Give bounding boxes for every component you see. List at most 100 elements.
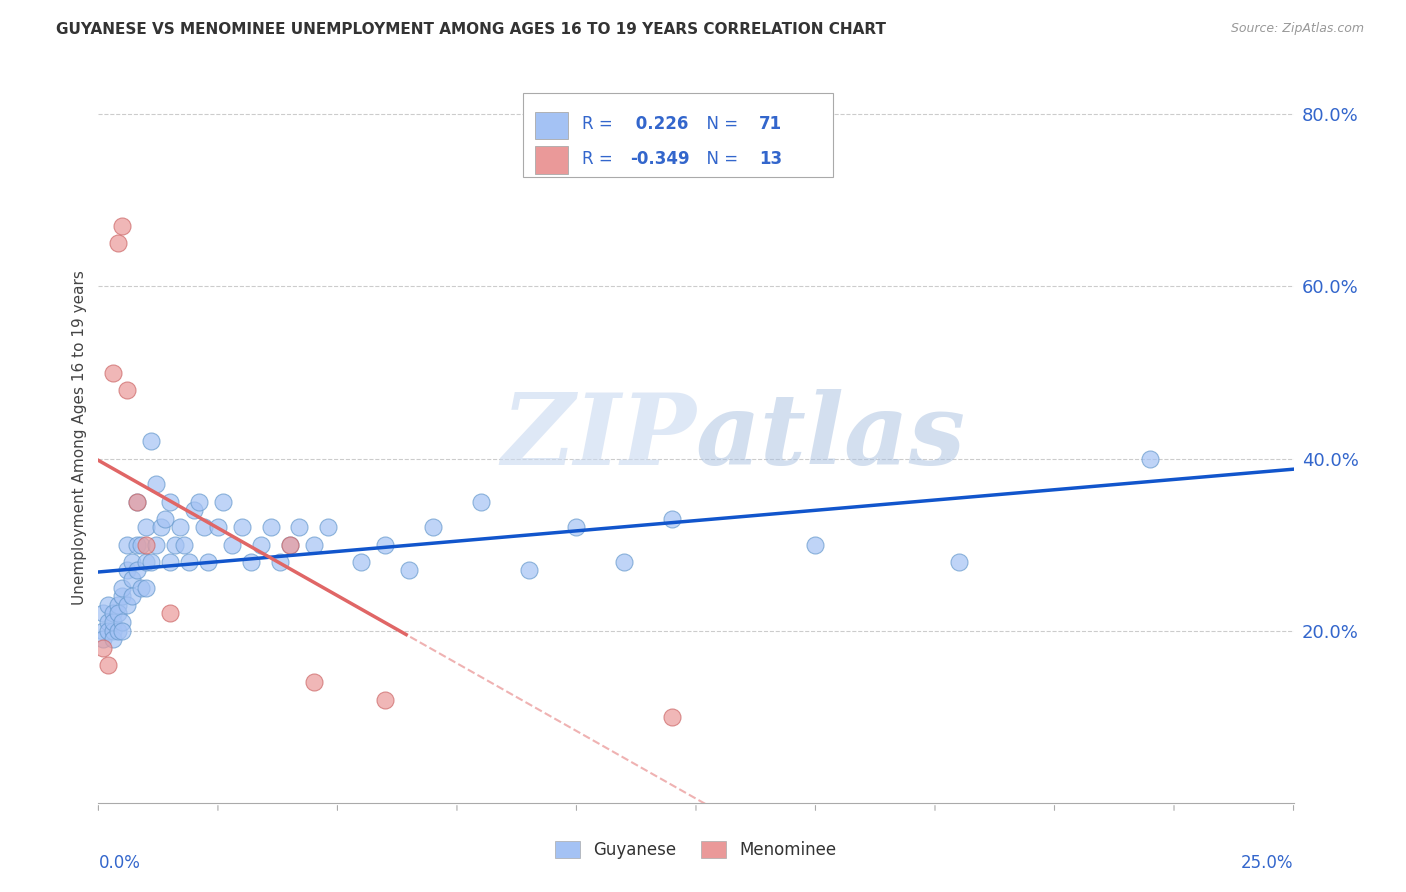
Point <box>101 632 124 647</box>
FancyBboxPatch shape <box>534 112 568 139</box>
Point <box>101 624 124 638</box>
Point <box>145 477 167 491</box>
Point <box>193 520 215 534</box>
Text: N =: N = <box>696 150 744 168</box>
Point <box>135 538 157 552</box>
Point <box>111 624 134 638</box>
Text: 71: 71 <box>759 115 782 133</box>
Point <box>613 555 636 569</box>
Text: atlas: atlas <box>696 389 966 485</box>
Text: ZIP: ZIP <box>501 389 696 485</box>
Text: 0.226: 0.226 <box>630 115 689 133</box>
Point <box>97 624 120 638</box>
Point <box>131 538 153 552</box>
Point <box>183 503 205 517</box>
Point <box>517 564 540 578</box>
Point <box>316 520 339 534</box>
Point <box>145 538 167 552</box>
Text: 25.0%: 25.0% <box>1241 854 1294 872</box>
Point <box>97 598 120 612</box>
Point <box>121 589 143 603</box>
Point <box>179 555 201 569</box>
Legend: Guyanese, Menominee: Guyanese, Menominee <box>547 833 845 868</box>
Point <box>107 624 129 638</box>
Point <box>374 692 396 706</box>
Point <box>101 615 124 629</box>
Y-axis label: Unemployment Among Ages 16 to 19 years: Unemployment Among Ages 16 to 19 years <box>72 269 87 605</box>
Point <box>470 494 492 508</box>
Point <box>565 520 588 534</box>
Text: N =: N = <box>696 115 744 133</box>
Point <box>101 607 124 621</box>
Text: -0.349: -0.349 <box>630 150 690 168</box>
Point <box>111 581 134 595</box>
Point <box>197 555 219 569</box>
Point <box>187 494 209 508</box>
Point <box>1139 451 1161 466</box>
Point <box>661 710 683 724</box>
Point <box>350 555 373 569</box>
Point <box>107 607 129 621</box>
Text: Source: ZipAtlas.com: Source: ZipAtlas.com <box>1230 22 1364 36</box>
Point <box>398 564 420 578</box>
Point <box>107 236 129 251</box>
Point <box>115 564 138 578</box>
Point <box>288 520 311 534</box>
Point <box>169 520 191 534</box>
Point <box>135 555 157 569</box>
Point <box>302 675 325 690</box>
Point <box>207 520 229 534</box>
Point <box>115 598 138 612</box>
Point <box>159 607 181 621</box>
Point <box>661 512 683 526</box>
Text: R =: R = <box>582 150 619 168</box>
Point <box>278 538 301 552</box>
Point <box>250 538 273 552</box>
Point <box>173 538 195 552</box>
Point <box>125 564 148 578</box>
Point <box>163 538 186 552</box>
Point <box>422 520 444 534</box>
Point <box>135 581 157 595</box>
Point <box>231 520 253 534</box>
Point <box>374 538 396 552</box>
Text: R =: R = <box>582 115 619 133</box>
Point <box>139 555 162 569</box>
Point <box>121 572 143 586</box>
Point <box>131 581 153 595</box>
Point <box>804 538 827 552</box>
Point <box>91 640 114 655</box>
Point <box>221 538 243 552</box>
Point <box>269 555 291 569</box>
Text: 13: 13 <box>759 150 782 168</box>
Point <box>125 494 148 508</box>
Point <box>111 219 134 234</box>
Point <box>107 598 129 612</box>
Point <box>111 615 134 629</box>
Point <box>91 632 114 647</box>
Point <box>159 555 181 569</box>
Point <box>91 607 114 621</box>
Point <box>259 520 281 534</box>
Point <box>159 494 181 508</box>
Point <box>125 538 148 552</box>
Text: GUYANESE VS MENOMINEE UNEMPLOYMENT AMONG AGES 16 TO 19 YEARS CORRELATION CHART: GUYANESE VS MENOMINEE UNEMPLOYMENT AMONG… <box>56 22 886 37</box>
Point <box>240 555 263 569</box>
Point <box>97 615 120 629</box>
Point <box>101 366 124 380</box>
Point <box>91 624 114 638</box>
Point <box>278 538 301 552</box>
Point <box>121 555 143 569</box>
Point <box>111 589 134 603</box>
Point <box>948 555 970 569</box>
Point <box>302 538 325 552</box>
Point <box>115 538 138 552</box>
Point <box>115 383 138 397</box>
Point <box>139 434 162 449</box>
Point <box>125 494 148 508</box>
FancyBboxPatch shape <box>534 146 568 174</box>
Text: 0.0%: 0.0% <box>98 854 141 872</box>
Point <box>149 520 172 534</box>
Point <box>135 520 157 534</box>
FancyBboxPatch shape <box>523 94 834 178</box>
